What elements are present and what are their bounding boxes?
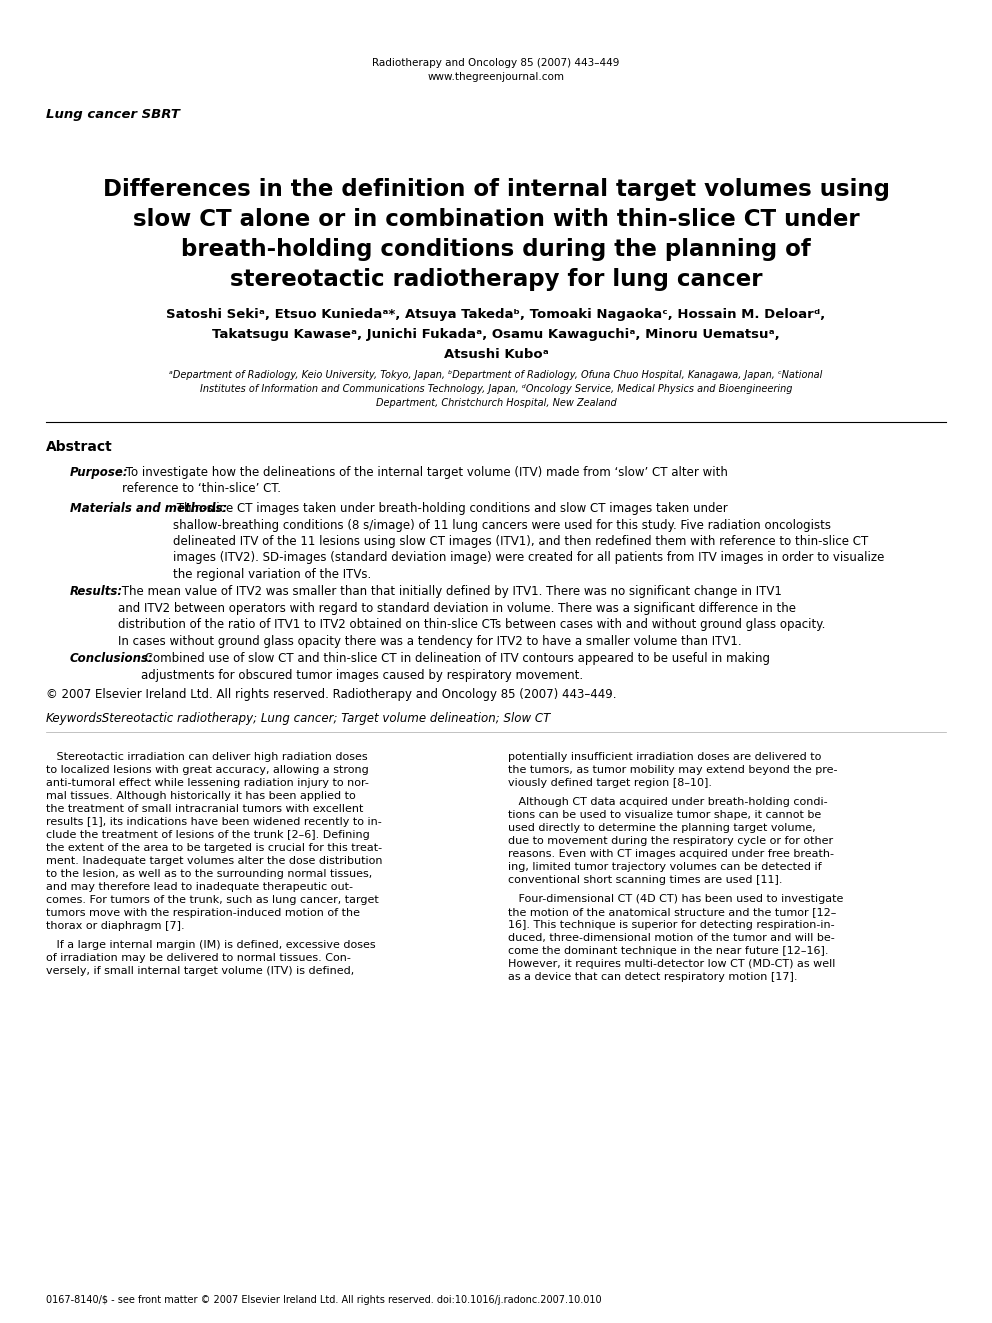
Text: If a large internal margin (IM) is defined, excessive doses: If a large internal margin (IM) is defin… <box>46 941 376 950</box>
Text: Materials and methods:: Materials and methods: <box>70 501 227 515</box>
Text: Satoshi Sekiᵃ, Etsuo Kuniedaᵃ*, Atsuya Takedaᵇ, Tomoaki Nagaokaᶜ, Hossain M. Del: Satoshi Sekiᵃ, Etsuo Kuniedaᵃ*, Atsuya T… <box>167 308 825 321</box>
Text: To investigate how the delineations of the internal target volume (ITV) made fro: To investigate how the delineations of t… <box>122 466 728 496</box>
Text: reasons. Even with CT images acquired under free breath-: reasons. Even with CT images acquired un… <box>508 849 834 859</box>
Text: Takatsugu Kawaseᵃ, Junichi Fukadaᵃ, Osamu Kawaguchiᵃ, Minoru Uematsuᵃ,: Takatsugu Kawaseᵃ, Junichi Fukadaᵃ, Osam… <box>212 328 780 341</box>
Text: conventional short scanning times are used [11].: conventional short scanning times are us… <box>508 875 783 885</box>
Text: Stereotactic radiotherapy; Lung cancer; Target volume delineation; Slow CT: Stereotactic radiotherapy; Lung cancer; … <box>98 712 551 725</box>
Text: Four-dimensional CT (4D CT) has been used to investigate: Four-dimensional CT (4D CT) has been use… <box>508 894 843 904</box>
Text: Combined use of slow CT and thin-slice CT in delineation of ITV contours appeare: Combined use of slow CT and thin-slice C… <box>141 652 770 681</box>
Text: stereotactic radiotherapy for lung cancer: stereotactic radiotherapy for lung cance… <box>230 269 762 291</box>
Text: come the dominant technique in the near future [12–16].: come the dominant technique in the near … <box>508 946 828 957</box>
Text: ing, limited tumor trajectory volumes can be detected if: ing, limited tumor trajectory volumes ca… <box>508 863 821 872</box>
Text: Atsushi Kuboᵃ: Atsushi Kuboᵃ <box>443 348 549 361</box>
Text: thorax or diaphragm [7].: thorax or diaphragm [7]. <box>46 921 185 931</box>
Text: The mean value of ITV2 was smaller than that initially defined by ITV1. There wa: The mean value of ITV2 was smaller than … <box>118 585 825 647</box>
Text: www.thegreenjournal.com: www.thegreenjournal.com <box>428 71 564 82</box>
Text: the treatment of small intracranial tumors with excellent: the treatment of small intracranial tumo… <box>46 804 363 814</box>
Text: the extent of the area to be targeted is crucial for this treat-: the extent of the area to be targeted is… <box>46 843 382 853</box>
Text: the tumors, as tumor mobility may extend beyond the pre-: the tumors, as tumor mobility may extend… <box>508 765 837 775</box>
Text: viously defined target region [8–10].: viously defined target region [8–10]. <box>508 778 712 789</box>
Text: mal tissues. Although historically it has been applied to: mal tissues. Although historically it ha… <box>46 791 356 800</box>
Text: Purpose:: Purpose: <box>70 466 129 479</box>
Text: clude the treatment of lesions of the trunk [2–6]. Defining: clude the treatment of lesions of the tr… <box>46 830 370 840</box>
Text: breath-holding conditions during the planning of: breath-holding conditions during the pla… <box>182 238 810 261</box>
Text: Stereotactic irradiation can deliver high radiation doses: Stereotactic irradiation can deliver hig… <box>46 751 368 762</box>
Text: potentially insufficient irradiation doses are delivered to: potentially insufficient irradiation dos… <box>508 751 821 762</box>
Text: Radiotherapy and Oncology 85 (2007) 443–449: Radiotherapy and Oncology 85 (2007) 443–… <box>372 58 620 67</box>
Text: due to movement during the respiratory cycle or for other: due to movement during the respiratory c… <box>508 836 833 845</box>
Text: Conclusions:: Conclusions: <box>70 652 154 665</box>
Text: Department, Christchurch Hospital, New Zealand: Department, Christchurch Hospital, New Z… <box>376 398 616 407</box>
Text: Although CT data acquired under breath-holding condi-: Although CT data acquired under breath-h… <box>508 796 827 807</box>
Text: used directly to determine the planning target volume,: used directly to determine the planning … <box>508 823 815 833</box>
Text: comes. For tumors of the trunk, such as lung cancer, target: comes. For tumors of the trunk, such as … <box>46 894 379 905</box>
Text: slow CT alone or in combination with thin-slice CT under: slow CT alone or in combination with thi… <box>133 208 859 232</box>
Text: ᵃDepartment of Radiology, Keio University, Tokyo, Japan, ᵇDepartment of Radiolog: ᵃDepartment of Radiology, Keio Universit… <box>170 370 822 380</box>
Text: duced, three-dimensional motion of the tumor and will be-: duced, three-dimensional motion of the t… <box>508 933 834 943</box>
Text: results [1], its indications have been widened recently to in-: results [1], its indications have been w… <box>46 818 382 827</box>
Text: 16]. This technique is superior for detecting respiration-in-: 16]. This technique is superior for dete… <box>508 919 834 930</box>
Text: Differences in the definition of internal target volumes using: Differences in the definition of interna… <box>102 179 890 201</box>
Text: Institutes of Information and Communications Technology, Japan, ᵈOncology Servic: Institutes of Information and Communicat… <box>199 384 793 394</box>
Text: of irradiation may be delivered to normal tissues. Con-: of irradiation may be delivered to norma… <box>46 953 351 963</box>
Text: Thin-slice CT images taken under breath-holding conditions and slow CT images ta: Thin-slice CT images taken under breath-… <box>173 501 885 581</box>
Text: the motion of the anatomical structure and the tumor [12–: the motion of the anatomical structure a… <box>508 908 836 917</box>
Text: However, it requires multi-detector low CT (MD-CT) as well: However, it requires multi-detector low … <box>508 959 835 968</box>
Text: and may therefore lead to inadequate therapeutic out-: and may therefore lead to inadequate the… <box>46 882 353 892</box>
Text: to localized lesions with great accuracy, allowing a strong: to localized lesions with great accuracy… <box>46 765 369 775</box>
Text: as a device that can detect respiratory motion [17].: as a device that can detect respiratory … <box>508 972 798 982</box>
Text: Results:: Results: <box>70 585 123 598</box>
Text: Abstract: Abstract <box>46 441 113 454</box>
Text: to the lesion, as well as to the surrounding normal tissues,: to the lesion, as well as to the surroun… <box>46 869 372 878</box>
Text: 0167-8140/$ - see front matter © 2007 Elsevier Ireland Ltd. All rights reserved.: 0167-8140/$ - see front matter © 2007 El… <box>46 1295 601 1304</box>
Text: ment. Inadequate target volumes alter the dose distribution: ment. Inadequate target volumes alter th… <box>46 856 383 867</box>
Text: tumors move with the respiration-induced motion of the: tumors move with the respiration-induced… <box>46 908 360 918</box>
Text: anti-tumoral effect while lessening radiation injury to nor-: anti-tumoral effect while lessening radi… <box>46 778 369 789</box>
Text: Lung cancer SBRT: Lung cancer SBRT <box>46 108 180 120</box>
Text: tions can be used to visualize tumor shape, it cannot be: tions can be used to visualize tumor sha… <box>508 810 821 820</box>
Text: versely, if small internal target volume (ITV) is defined,: versely, if small internal target volume… <box>46 966 354 976</box>
Text: Keywords:: Keywords: <box>46 712 107 725</box>
Text: © 2007 Elsevier Ireland Ltd. All rights reserved. Radiotherapy and Oncology 85 (: © 2007 Elsevier Ireland Ltd. All rights … <box>46 688 616 701</box>
